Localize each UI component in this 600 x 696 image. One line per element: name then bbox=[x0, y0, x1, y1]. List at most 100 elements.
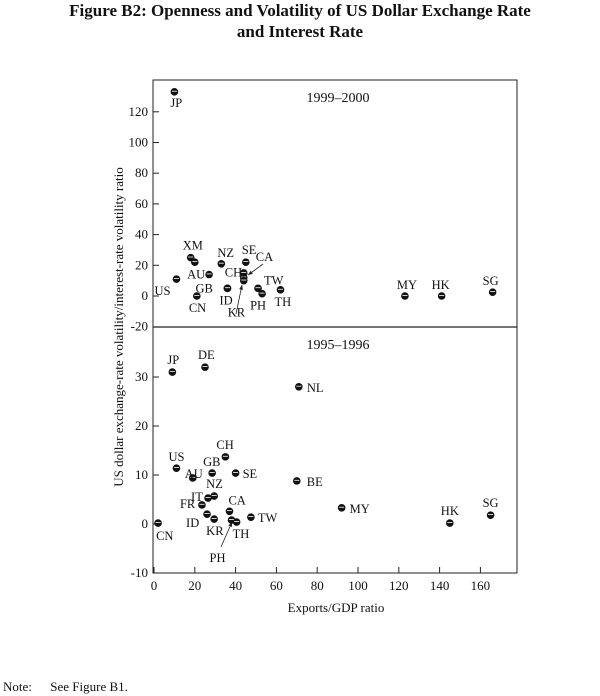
figure-note: Note: See Figure B1. bbox=[3, 679, 128, 695]
data-point-th bbox=[232, 518, 241, 526]
data-point-nz bbox=[210, 492, 218, 500]
data-point-tw bbox=[247, 513, 255, 521]
data-point-fr bbox=[198, 501, 206, 509]
point-label: XM bbox=[183, 239, 203, 253]
x-tick-label: 120 bbox=[389, 578, 409, 593]
point-label: TH bbox=[274, 295, 291, 309]
point-label: NL bbox=[307, 381, 324, 395]
data-point-jp bbox=[170, 88, 179, 96]
arrowhead bbox=[239, 285, 243, 290]
point-label: ID bbox=[186, 516, 199, 530]
point-label: JP bbox=[170, 96, 182, 110]
data-point-be bbox=[293, 477, 301, 485]
data-point-hk bbox=[446, 519, 454, 527]
data-point-jp bbox=[168, 368, 177, 376]
data-point-cn bbox=[154, 519, 162, 527]
y-tick-label: -10 bbox=[131, 565, 148, 580]
point-label: KR bbox=[228, 306, 246, 320]
x-tick-label: 0 bbox=[151, 578, 158, 593]
point-label: CA bbox=[256, 250, 273, 264]
data-point-sg bbox=[486, 511, 495, 519]
point-label: CN bbox=[189, 301, 206, 315]
point-label: ID bbox=[219, 293, 232, 307]
point-label: HK bbox=[432, 278, 450, 292]
point-label: JP bbox=[167, 353, 179, 367]
point-label: TH bbox=[233, 527, 250, 541]
data-point-se bbox=[231, 469, 240, 477]
point-label: SE bbox=[243, 467, 258, 481]
point-label: NZ bbox=[206, 477, 223, 491]
point-label: US bbox=[154, 284, 170, 298]
point-label: HK bbox=[441, 504, 459, 518]
point-label: GB bbox=[203, 455, 220, 469]
x-tick-label: 60 bbox=[270, 578, 283, 593]
figure-title: Figure B2: Openness and Volatility of US… bbox=[0, 0, 600, 42]
point-label: AU bbox=[185, 467, 203, 481]
data-point-nz bbox=[217, 259, 226, 268]
point-label: SG bbox=[483, 274, 499, 288]
data-point-de bbox=[201, 363, 209, 372]
y-tick-label: 0 bbox=[142, 288, 149, 303]
data-point-it bbox=[204, 494, 212, 502]
x-tick-label: 40 bbox=[229, 578, 242, 593]
data-point-id bbox=[223, 284, 232, 293]
y-tick-label: 20 bbox=[135, 257, 148, 272]
data-point-au bbox=[205, 270, 213, 279]
data-point-my bbox=[337, 504, 346, 512]
x-axis-label: Exports/GDP ratio bbox=[288, 600, 385, 615]
note-label: Note: bbox=[3, 679, 32, 694]
point-label: SE bbox=[242, 243, 257, 257]
point-label: SG bbox=[483, 496, 499, 510]
point-label: TW bbox=[258, 511, 278, 525]
point-label: PH bbox=[250, 299, 266, 313]
data-point-unlabeled bbox=[191, 258, 199, 267]
data-point-au bbox=[188, 474, 197, 482]
data-point-ph bbox=[258, 289, 266, 298]
point-label: MY bbox=[397, 278, 417, 292]
point-label: CH bbox=[216, 438, 233, 452]
y-tick-label: 0 bbox=[142, 516, 149, 531]
data-point-us bbox=[172, 464, 181, 472]
point-label: GB bbox=[195, 281, 212, 295]
point-label: AU bbox=[187, 268, 205, 282]
note-text: See Figure B1. bbox=[50, 679, 128, 694]
point-label: NZ bbox=[217, 246, 234, 260]
point-label: TW bbox=[264, 273, 284, 287]
data-point-ca bbox=[225, 507, 234, 516]
point-label: PH bbox=[210, 551, 226, 565]
x-tick-label: 160 bbox=[471, 578, 491, 593]
y-tick-label: -20 bbox=[131, 319, 148, 334]
point-label: DE bbox=[198, 348, 215, 362]
point-label: BE bbox=[307, 475, 323, 489]
point-label: CA bbox=[228, 493, 245, 507]
data-point-kr bbox=[239, 276, 248, 285]
data-point-gb bbox=[208, 469, 216, 477]
figure-title-line1: Figure B2: Openness and Volatility of US… bbox=[69, 1, 531, 20]
data-point-th bbox=[276, 286, 285, 294]
y-tick-label: 80 bbox=[135, 165, 148, 180]
x-tick-label: 80 bbox=[311, 578, 324, 593]
data-point-tw bbox=[254, 284, 262, 293]
y-tick-label: 100 bbox=[129, 135, 149, 150]
data-point-ch bbox=[221, 453, 230, 461]
data-point-us bbox=[172, 275, 181, 283]
x-tick-label: 140 bbox=[430, 578, 450, 593]
data-point-ca bbox=[239, 269, 248, 277]
data-point-my bbox=[401, 292, 409, 300]
point-label: IT bbox=[191, 490, 203, 504]
data-point-id bbox=[203, 510, 211, 518]
data-point-sg bbox=[488, 288, 497, 296]
y-tick-label: 30 bbox=[135, 369, 148, 384]
panel-title: 1995–1996 bbox=[307, 338, 370, 353]
point-label: CN bbox=[156, 529, 173, 543]
point-label: FR bbox=[180, 497, 196, 511]
y-tick-label: 10 bbox=[135, 467, 148, 482]
data-point-hk bbox=[437, 292, 446, 300]
point-label: US bbox=[168, 450, 184, 464]
figure-title-line2: and Interest Rate bbox=[236, 22, 364, 41]
y-tick-label: 40 bbox=[135, 227, 148, 242]
y-tick-label: 20 bbox=[135, 418, 148, 433]
panel-title: 1999–2000 bbox=[307, 91, 370, 106]
y-tick-label: 120 bbox=[129, 104, 149, 119]
